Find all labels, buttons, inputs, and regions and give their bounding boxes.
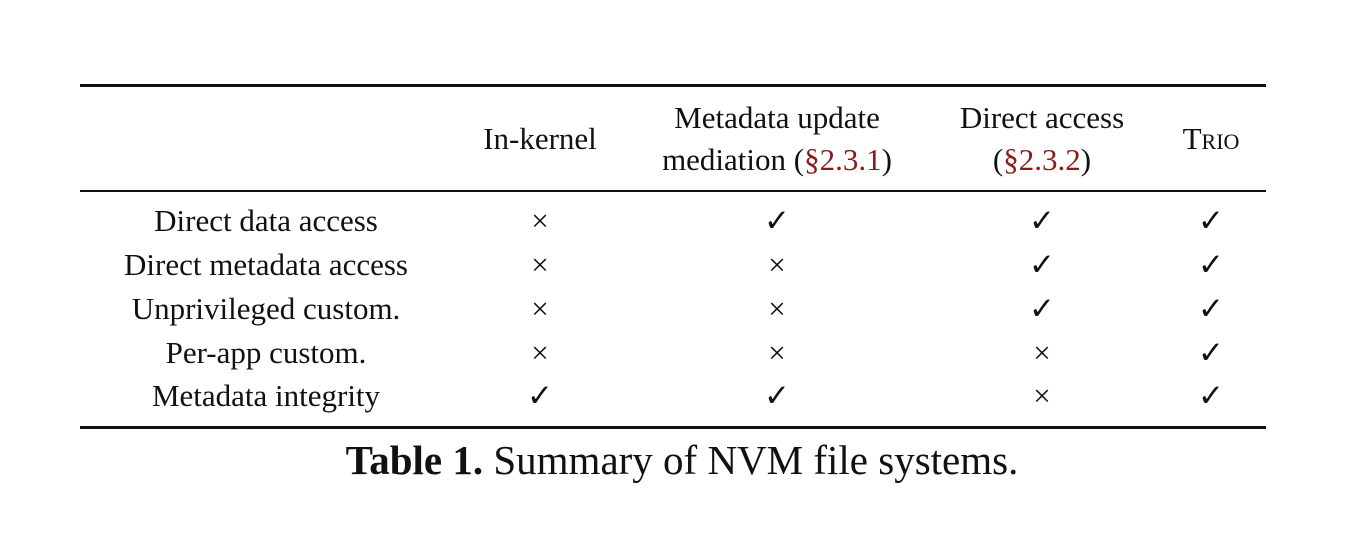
mark-cell: ✓ xyxy=(764,378,790,413)
mark-cell: × xyxy=(1033,378,1051,413)
header-text: ) xyxy=(881,142,892,177)
mark-cell: ✓ xyxy=(764,203,790,238)
column-header: Metadata update mediation (§2.3.1) xyxy=(627,97,927,181)
caption-label: Table 1. xyxy=(345,437,484,483)
header-text: Direct access ( xyxy=(959,100,1125,177)
mark-cell: ✓ xyxy=(1198,291,1224,326)
mark-cell: ✓ xyxy=(1198,247,1224,282)
mark-cell: ✓ xyxy=(1029,291,1055,326)
mark-cell: × xyxy=(768,247,786,282)
mark-cell: ✓ xyxy=(527,378,553,413)
caption: Table 1. Summary of NVM file systems. xyxy=(0,434,1364,486)
mark-cell: × xyxy=(768,335,786,370)
caption-text: Summary of NVM file systems. xyxy=(493,437,1019,483)
mark-cell: ✓ xyxy=(1198,203,1224,238)
row-label: Direct metadata access xyxy=(124,247,408,282)
header-text: ) xyxy=(1080,142,1092,177)
mark-cell: × xyxy=(531,203,549,238)
header-text: Metadata update mediation ( xyxy=(662,100,880,177)
row-label: Unprivileged custom. xyxy=(131,291,401,326)
bottom-rule xyxy=(80,426,1266,429)
mark-cell: ✓ xyxy=(1029,203,1055,238)
top-rule xyxy=(80,84,1266,87)
mark-cell: ✓ xyxy=(1029,247,1055,282)
header-text: In-kernel xyxy=(483,121,597,156)
mark-cell: × xyxy=(531,335,549,370)
row-label: Direct data access xyxy=(154,203,378,238)
column-header: Direct access (§2.3.2) xyxy=(927,97,1157,181)
column-header: In-kernel xyxy=(450,118,630,160)
header-text: Trio xyxy=(1182,121,1240,156)
mark-cell: ✓ xyxy=(1198,335,1224,370)
row-label: Metadata integrity xyxy=(151,378,381,413)
mid-rule xyxy=(80,190,1266,192)
mark-cell: × xyxy=(531,291,549,326)
mark-cell: × xyxy=(768,291,786,326)
mark-cell: ✓ xyxy=(1198,378,1224,413)
mark-cell: × xyxy=(1033,335,1051,370)
column-header: Trio xyxy=(1151,118,1271,160)
section-ref: §2.3.1 xyxy=(804,142,882,177)
mark-cell: × xyxy=(531,247,549,282)
section-ref: §2.3.2 xyxy=(1003,142,1081,177)
row-label: Per-app custom. xyxy=(165,335,367,370)
